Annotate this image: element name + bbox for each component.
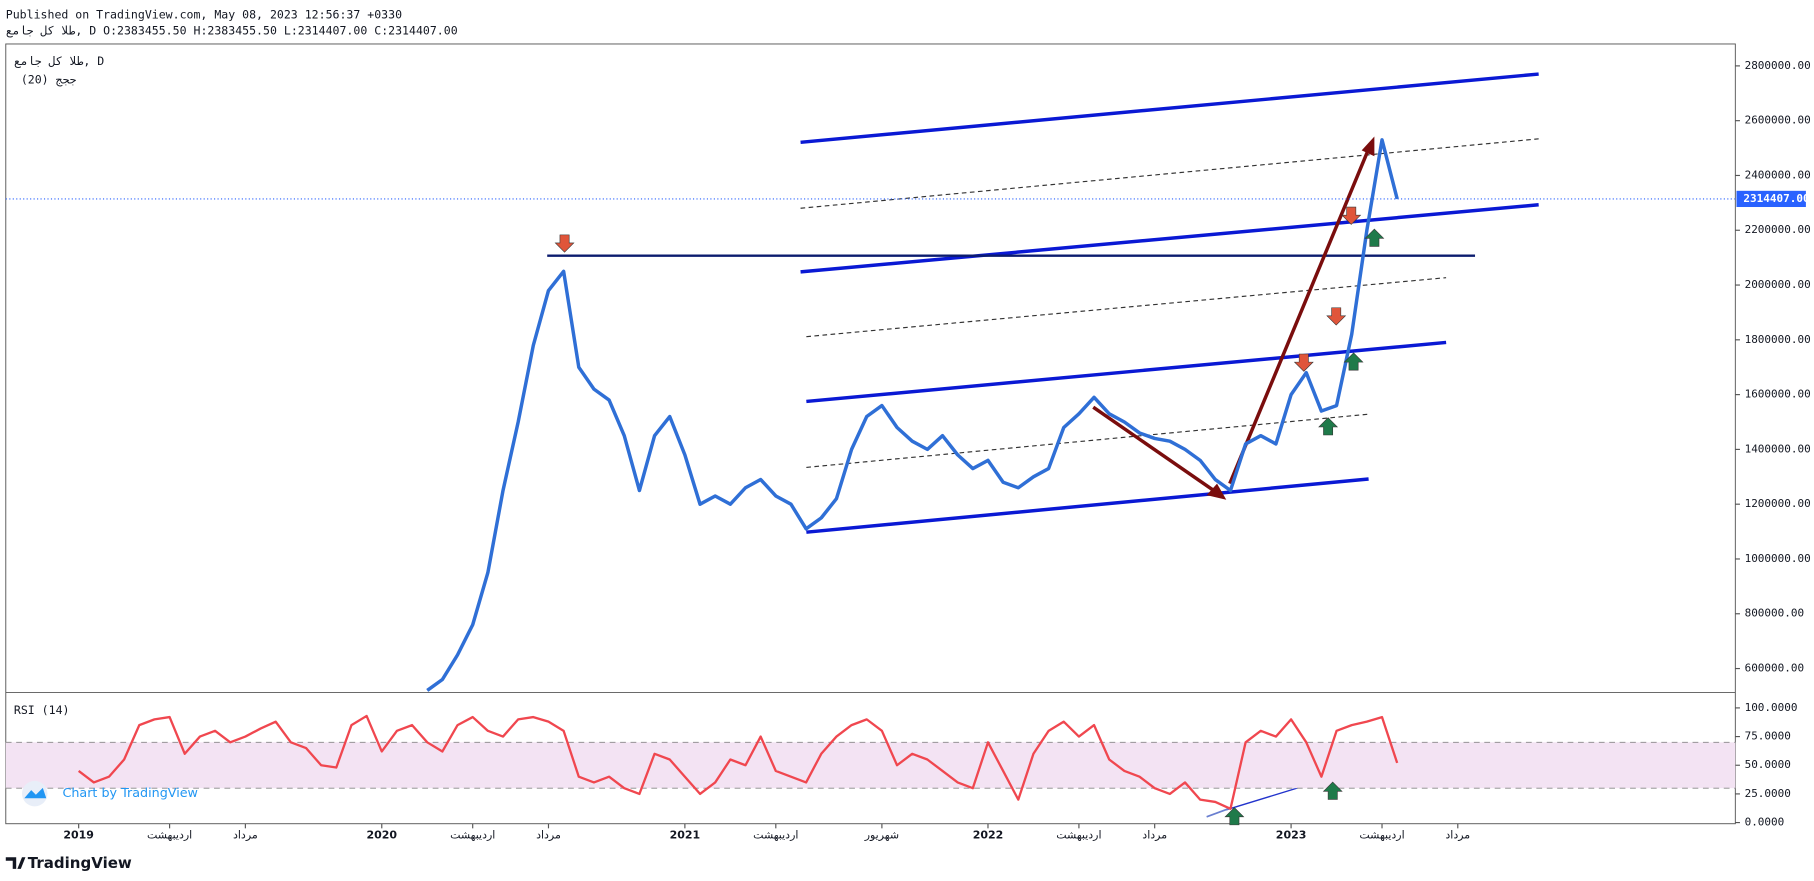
y-tick-label: 2200000.00: [1745, 223, 1811, 236]
channel-mid: [806, 413, 1369, 468]
y-tick-label: 25.0000: [1745, 787, 1791, 800]
y-tick-label: 1000000.00: [1745, 552, 1811, 565]
x-tick-label: 2019: [63, 828, 94, 841]
y-tick-label: 800000.00: [1745, 607, 1805, 620]
down-arrow: [1326, 307, 1347, 326]
channel-line: [800, 72, 1539, 145]
logo: TradingView: [28, 854, 132, 872]
y-tick-label: 2800000.00: [1745, 59, 1811, 72]
down-arrow: [1293, 353, 1314, 372]
y-tick-label: 1800000.00: [1745, 333, 1811, 346]
y-tick-label: 100.0000: [1745, 701, 1798, 714]
last-price-label: 2314407.00: [1743, 192, 1809, 205]
up-arrow: [1318, 417, 1339, 436]
channel-line: [800, 203, 1539, 274]
arrow-head: [1206, 483, 1227, 500]
channel-mid: [800, 138, 1539, 209]
watermark-icon: [24, 787, 47, 799]
x-tick-label: 2020: [366, 828, 397, 841]
up-arrow: [1343, 352, 1364, 371]
x-tick-label: مرداد: [233, 828, 258, 841]
ohlc: طلا کل جامع, D O:2383455.50 H:2383455.50…: [6, 24, 458, 38]
rsi-arrow: [1206, 807, 1229, 818]
up-arrow: [1364, 228, 1385, 247]
x-tick-label: 2023: [1276, 828, 1307, 841]
last-price-box: [1736, 190, 1806, 208]
watermark-icon: [21, 780, 48, 807]
x-tick-label: اردیبهشت: [1056, 828, 1101, 841]
channel-mid: [806, 277, 1447, 338]
y-tick-label: 1400000.00: [1745, 442, 1811, 455]
series-line: [426, 138, 1399, 692]
x-tick-label: مرداد: [536, 828, 561, 841]
y-tick-label: 75.0000: [1745, 730, 1791, 743]
series: [426, 138, 1399, 692]
down-arrow: [1341, 206, 1362, 225]
series-line: [77, 714, 1399, 810]
arrow-head: [1361, 136, 1375, 157]
y-tick-label: 2000000.00: [1745, 278, 1811, 291]
channel-line: [806, 340, 1447, 404]
logo-icon: [5, 857, 26, 869]
x-tick-label: اردیبهشت: [1359, 828, 1404, 841]
arrow: [1092, 405, 1222, 497]
indicator: ججج (20): [21, 72, 77, 86]
arrow: [1228, 142, 1373, 485]
up-arrow: [1322, 781, 1343, 800]
y-tick-label: 50.0000: [1745, 758, 1791, 771]
published: Published on TradingView.com, May 08, 20…: [6, 8, 402, 22]
rsi-band: [5, 742, 1736, 789]
y-tick-label: 2400000.00: [1745, 168, 1811, 181]
frame: [5, 43, 1736, 825]
channel-line: [806, 477, 1369, 534]
up-arrow: [1224, 807, 1245, 826]
x-tick-label: اردیبهشت: [450, 828, 495, 841]
x-tick-label: شهریور: [864, 828, 899, 841]
watermark: Chart by TradingView: [62, 785, 197, 800]
drawings: [547, 72, 1539, 818]
y-tick-label: 2600000.00: [1745, 114, 1811, 127]
y-tick-label: 600000.00: [1745, 662, 1805, 675]
x-tick-label: 2021: [670, 828, 701, 841]
x-tick-label: مرداد: [1142, 828, 1167, 841]
symbol: طلا کل جامع, D: [14, 54, 104, 68]
x-tick-label: مرداد: [1445, 828, 1470, 841]
down-arrow: [554, 234, 575, 253]
x-tick-label: اردیبهشت: [147, 828, 192, 841]
series: [77, 714, 1399, 810]
y-tick-label: 1600000.00: [1745, 388, 1811, 401]
rsi-title: RSI (14): [14, 703, 70, 717]
x-tick-label: 2022: [973, 828, 1004, 841]
x-tick-label: اردیبهشت: [753, 828, 798, 841]
y-tick-label: 1200000.00: [1745, 497, 1811, 510]
y-tick-label: 0.0000: [1745, 816, 1785, 829]
